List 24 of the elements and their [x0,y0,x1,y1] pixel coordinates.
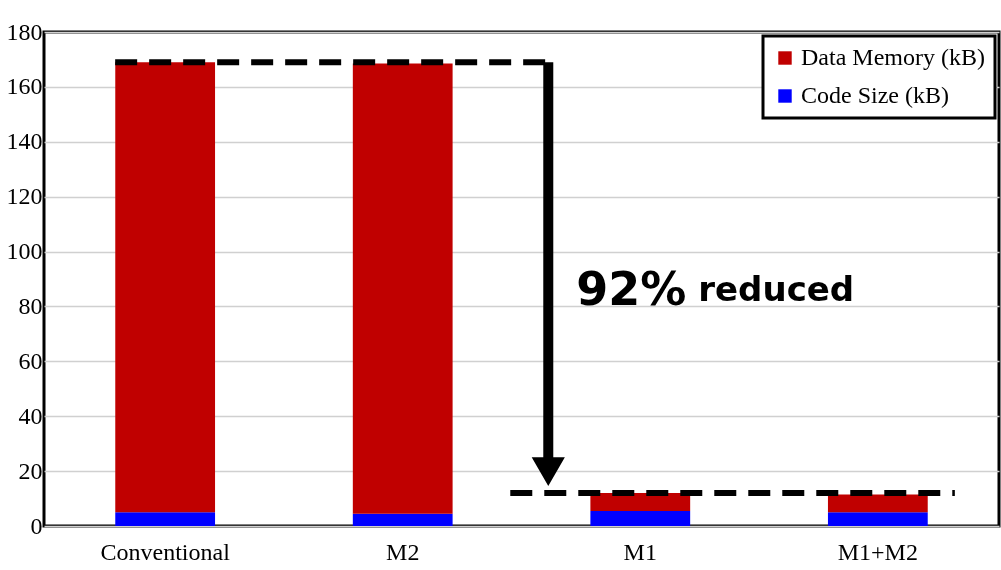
x-tick-label: M2 [386,538,420,565]
bar [115,512,216,526]
x-tick-label: M1 [623,538,657,565]
y-tick-label: 20 [18,457,43,484]
y-tick-label: 180 [6,18,43,45]
bar [115,62,216,513]
y-tick-label: 100 [6,238,43,265]
y-tick-label: 40 [18,402,43,429]
y-tick-label: 140 [6,128,43,155]
bar [352,513,453,526]
legend-label: Code Size (kB) [801,82,949,108]
y-tick-label: 80 [18,292,43,319]
x-tick-label: M1+M2 [837,538,918,565]
legend-label: Data Memory (kB) [801,44,985,70]
y-tick-label: 120 [6,183,43,210]
bar [827,512,928,526]
bar [352,63,453,514]
bar [590,510,691,526]
y-tick-label: 160 [6,73,43,100]
bar [827,494,928,513]
y-tick-label: 0 [30,512,43,539]
y-tick-label: 60 [18,347,43,374]
x-tick-label: Conventional [100,538,231,565]
annotation: 92% reduced [576,262,855,316]
